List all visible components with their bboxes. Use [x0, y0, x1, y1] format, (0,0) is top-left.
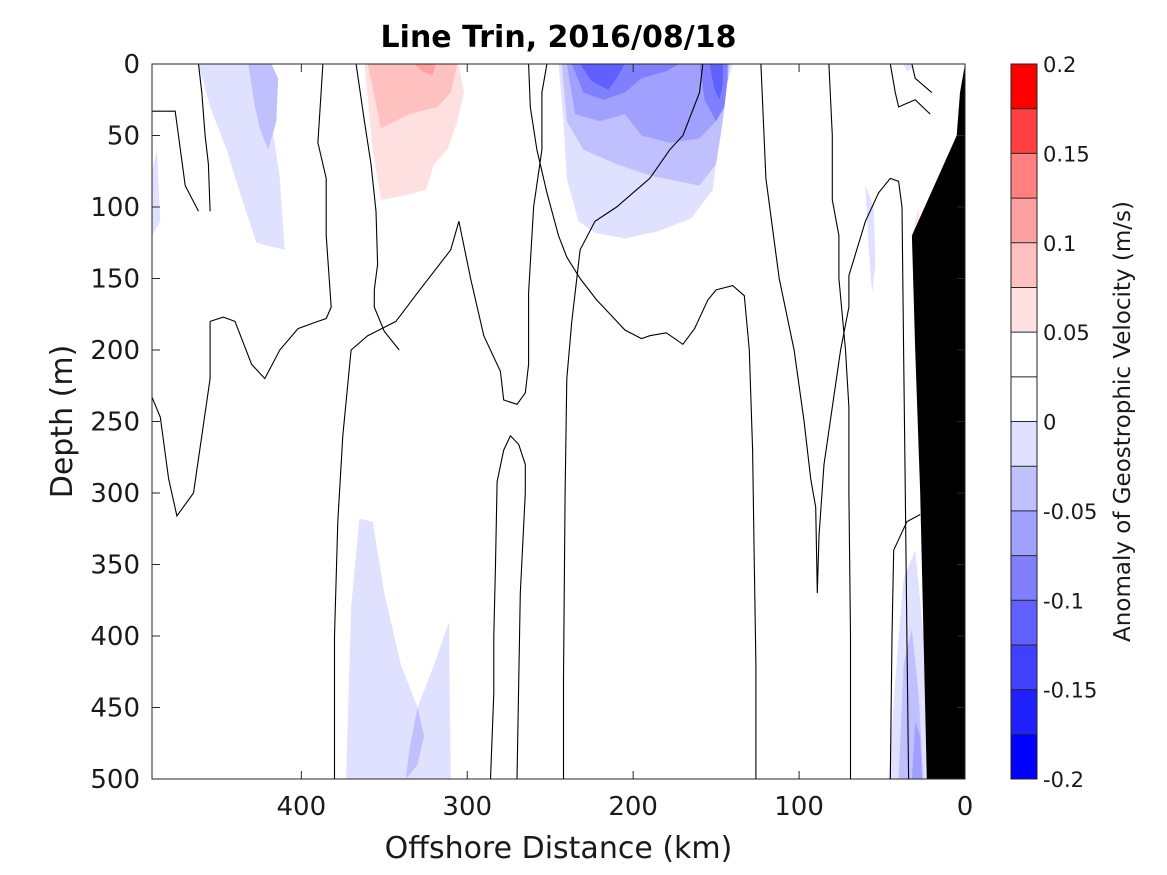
- colorbar-level-10: [1011, 287, 1037, 333]
- colorbar-frame: [1010, 63, 1038, 780]
- y-tick-label: 500: [90, 765, 140, 795]
- colorbar-tick-label: 0.15: [1043, 142, 1090, 166]
- y-tick-label: 350: [90, 551, 140, 581]
- colorbar-tick-label: -0.05: [1043, 500, 1097, 524]
- zero-contour-6: [562, 63, 704, 779]
- colorbar-level-2: [1011, 644, 1037, 690]
- y-tick-label: 100: [90, 193, 140, 223]
- velocity-region-23: [346, 518, 451, 779]
- colorbar-level-8: [1011, 376, 1037, 422]
- colorbar-tick-label: -0.15: [1043, 679, 1097, 703]
- zero-contour-5: [489, 434, 526, 780]
- colorbar-label: Anomaly of Geostrophic Velocity (m/s): [1110, 201, 1136, 642]
- colorbar-level-15: [1011, 64, 1037, 109]
- velocity-region-2: [248, 64, 279, 150]
- colorbar-level-12: [1011, 198, 1037, 243]
- zero-contour-7: [528, 63, 757, 779]
- zero-contour-11: [911, 63, 933, 94]
- colorbar-level-5: [1011, 510, 1037, 556]
- velocity-region-17: [835, 64, 871, 107]
- velocity-region-5: [367, 64, 458, 129]
- x-tick-label: 300: [442, 792, 492, 822]
- colorbar-level-0: [1011, 734, 1037, 779]
- colorbar-level-4: [1011, 555, 1037, 601]
- colorbar-level-6: [1011, 466, 1037, 511]
- velocity-region-15: [709, 64, 723, 100]
- colorbar-tick-label: 0.2: [1043, 53, 1076, 77]
- colorbar-level-3: [1011, 600, 1037, 645]
- zero-contour-8: [760, 63, 910, 780]
- x-axis-label: Offshore Distance (km): [385, 831, 733, 866]
- colorbar-level-14: [1011, 108, 1037, 154]
- zero-contour-4: [355, 63, 400, 351]
- x-tick-label: 400: [277, 792, 327, 822]
- zero-contour-2: [151, 63, 332, 518]
- zero-contour-3: [333, 63, 548, 779]
- colorbar-level-9: [1011, 332, 1037, 377]
- chart-title: Line Trin, 2016/08/18: [381, 20, 737, 55]
- x-tick-label: 0: [957, 792, 974, 822]
- y-tick-label: 250: [90, 408, 140, 438]
- velocity-contour-fills: [152, 64, 946, 779]
- bathymetry-mask: [911, 64, 965, 779]
- colorbar-level-13: [1011, 153, 1037, 199]
- velocity-region-7: [546, 64, 556, 122]
- velocity-region-19: [903, 64, 914, 72]
- y-tick-label: 150: [90, 265, 140, 295]
- colorbar-level-11: [1011, 242, 1037, 288]
- y-axis-ticks: 0 50 100 150 200 250 300 350 400 450 500: [90, 50, 965, 795]
- velocity-region-25: [580, 392, 741, 779]
- velocity-region-13: [580, 64, 625, 90]
- colorbar-tick-label: 0.1: [1043, 232, 1076, 256]
- zero-contour-9: [828, 63, 852, 779]
- x-tick-label: 200: [608, 792, 658, 822]
- zero-contour-lines: [151, 63, 933, 780]
- y-tick-label: 450: [90, 694, 140, 724]
- zero-contour-0: [152, 110, 199, 212]
- velocity-region-0: [152, 149, 161, 236]
- colorbar-tick-label: 0.05: [1043, 321, 1090, 345]
- y-tick-label: 400: [90, 622, 140, 652]
- zero-contour-1: [197, 63, 211, 212]
- velocity-region-16: [774, 78, 791, 143]
- x-axis-ticks: 400 300 200 100 0: [277, 64, 974, 822]
- zero-contour-12: [889, 514, 921, 780]
- y-axis-label: Depth (m): [45, 345, 80, 499]
- colorbar-level-7: [1011, 421, 1037, 467]
- velocity-region-28: [911, 721, 922, 779]
- x-tick-label: 100: [774, 792, 824, 822]
- velocity-region-6: [414, 64, 436, 76]
- velocity-region-22: [220, 593, 285, 779]
- y-tick-label: 300: [90, 479, 140, 509]
- zero-contour-10: [889, 63, 931, 115]
- velocity-region-18: [865, 185, 876, 293]
- velocity-region-24: [405, 707, 425, 779]
- colorbar: [1010, 63, 1038, 780]
- colorbar-tick-label: -0.2: [1043, 768, 1084, 792]
- velocity-region-8: [522, 64, 529, 79]
- colorbar-tick-label: 0: [1043, 411, 1056, 435]
- y-tick-label: 200: [90, 336, 140, 366]
- colorbar-ticks: -0.2 -0.15 -0.1 -0.05 0 0.05 0.1 0.15 0.2: [1043, 53, 1097, 792]
- colorbar-level-1: [1011, 689, 1037, 735]
- y-tick-label: 0: [123, 50, 140, 80]
- land-mask: [911, 64, 965, 779]
- y-tick-label: 50: [107, 122, 140, 152]
- colorbar-tick-label: -0.1: [1043, 589, 1084, 613]
